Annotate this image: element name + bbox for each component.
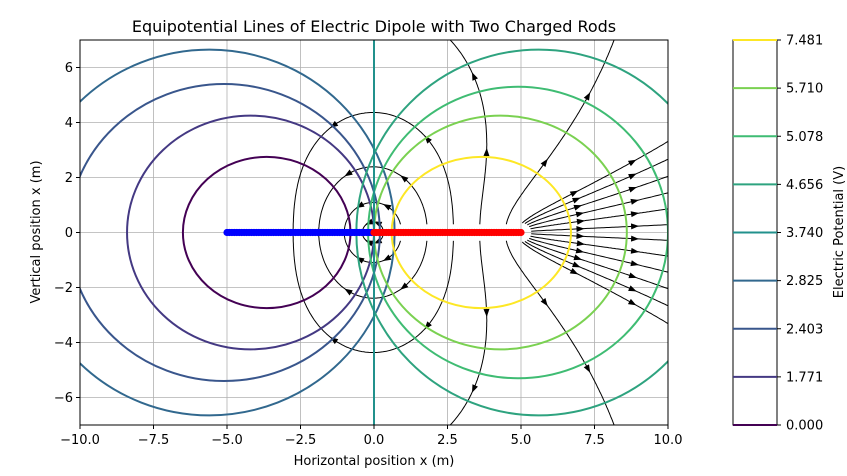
field-arrow <box>583 92 591 101</box>
y-tick-label: 4 <box>65 116 73 131</box>
field-arrow <box>628 173 637 180</box>
field-line <box>529 192 668 228</box>
field-line <box>531 233 668 241</box>
field-arrow <box>569 190 579 198</box>
y-tick-label: −4 <box>54 336 73 351</box>
x-axis-label: Horizontal position x (m) <box>294 454 455 469</box>
field-line <box>524 158 668 225</box>
x-tick-label: 2.5 <box>437 433 458 448</box>
colorbar-label: Electric Potential (V) <box>832 166 847 298</box>
field-line <box>530 235 668 257</box>
field-line <box>530 208 668 230</box>
field-line <box>292 234 454 353</box>
colorbar-tick-label: 0.000 <box>786 419 823 434</box>
field-line <box>529 237 668 273</box>
y-tick-label: 2 <box>65 171 73 186</box>
field-arrow <box>540 158 548 167</box>
field-arrow <box>630 198 639 205</box>
field-arrow <box>344 288 353 296</box>
colorbar-tick-label: 5.078 <box>786 130 823 145</box>
field-arrow <box>383 254 392 262</box>
colorbar-tick-label: 7.481 <box>786 34 823 49</box>
x-tick-label: 0.0 <box>364 433 385 448</box>
x-axis-ticks: −10.0 −7.5 −5.0 −2.5 0.0 2.5 5.0 7.5 10.0 <box>60 425 682 448</box>
colorbar-tick-label: 2.403 <box>786 322 823 337</box>
colorbar-tick-label: 4.656 <box>786 178 823 193</box>
field-line <box>531 224 668 232</box>
field-arrow <box>576 240 585 247</box>
field-arrow <box>583 364 591 373</box>
x-tick-label: −5.0 <box>211 433 243 448</box>
charged-rods <box>223 228 525 237</box>
y-axis-ticks: −6 −4 −2 0 2 4 6 <box>54 61 80 406</box>
field-arrow <box>630 223 640 230</box>
colorbar-tick-label: 3.740 <box>786 226 823 241</box>
field-arrow <box>627 298 637 306</box>
field-arrow <box>630 211 640 218</box>
field-arrow <box>576 225 585 232</box>
field-arrow <box>628 186 637 193</box>
field-arrow <box>572 197 581 204</box>
field-arrow <box>630 247 640 254</box>
field-arrow <box>344 169 353 177</box>
field-arrow <box>573 204 583 211</box>
field-line <box>667 135 668 137</box>
field-arrow <box>383 203 392 211</box>
field-arrow <box>483 308 490 317</box>
positive-rod-point <box>517 228 525 237</box>
field-arrow <box>471 72 478 81</box>
colorbar: 7.481 5.710 5.078 4.656 3.740 2.825 2.403 1.771… <box>732 34 823 434</box>
field-arrow <box>483 148 490 157</box>
x-tick-label: −7.5 <box>138 433 170 448</box>
x-tick-label: −10.0 <box>60 433 100 448</box>
field-lines <box>292 40 668 425</box>
field-arrow <box>627 159 637 167</box>
field-arrow <box>630 260 639 267</box>
colorbar-tick-label: 1.771 <box>786 370 823 385</box>
field-line <box>521 241 668 325</box>
y-tick-label: −6 <box>54 391 73 406</box>
field-line <box>667 52 668 54</box>
field-arrow <box>575 247 585 254</box>
field-arrow <box>576 233 585 240</box>
field-arrow <box>400 175 409 183</box>
field-line <box>505 240 615 425</box>
field-line <box>527 239 668 290</box>
field-arrow <box>628 272 637 279</box>
field-line <box>505 40 615 225</box>
field-line <box>524 240 668 307</box>
field-line <box>667 328 668 330</box>
y-tick-label: 0 <box>65 226 73 241</box>
y-tick-label: −2 <box>54 281 73 296</box>
colorbar-tick-label: 2.825 <box>786 274 823 289</box>
field-line <box>449 240 488 425</box>
field-arrow <box>575 211 585 218</box>
field-arrow <box>572 261 581 268</box>
field-arrow <box>573 254 583 261</box>
x-tick-label: 7.5 <box>584 433 605 448</box>
field-line <box>521 140 668 224</box>
y-axis-label: Vertical position x (m) <box>29 160 44 303</box>
field-arrow <box>628 285 637 292</box>
field-arrow <box>471 384 478 393</box>
x-tick-label: 5.0 <box>511 433 532 448</box>
field-line <box>527 175 668 226</box>
y-tick-label: 6 <box>65 61 73 76</box>
chart-title: Equipotential Lines of Electric Dipole w… <box>132 17 616 36</box>
field-arrow <box>576 218 585 225</box>
x-tick-label: 10.0 <box>654 433 683 448</box>
colorbar-tick-label: 5.710 <box>786 82 823 97</box>
x-tick-label: −2.5 <box>285 433 317 448</box>
field-arrow <box>400 282 409 290</box>
field-line <box>449 40 488 225</box>
field-arrow <box>569 267 579 275</box>
field-arrow <box>540 298 548 307</box>
field-arrow <box>630 235 640 242</box>
field-line <box>292 112 454 231</box>
